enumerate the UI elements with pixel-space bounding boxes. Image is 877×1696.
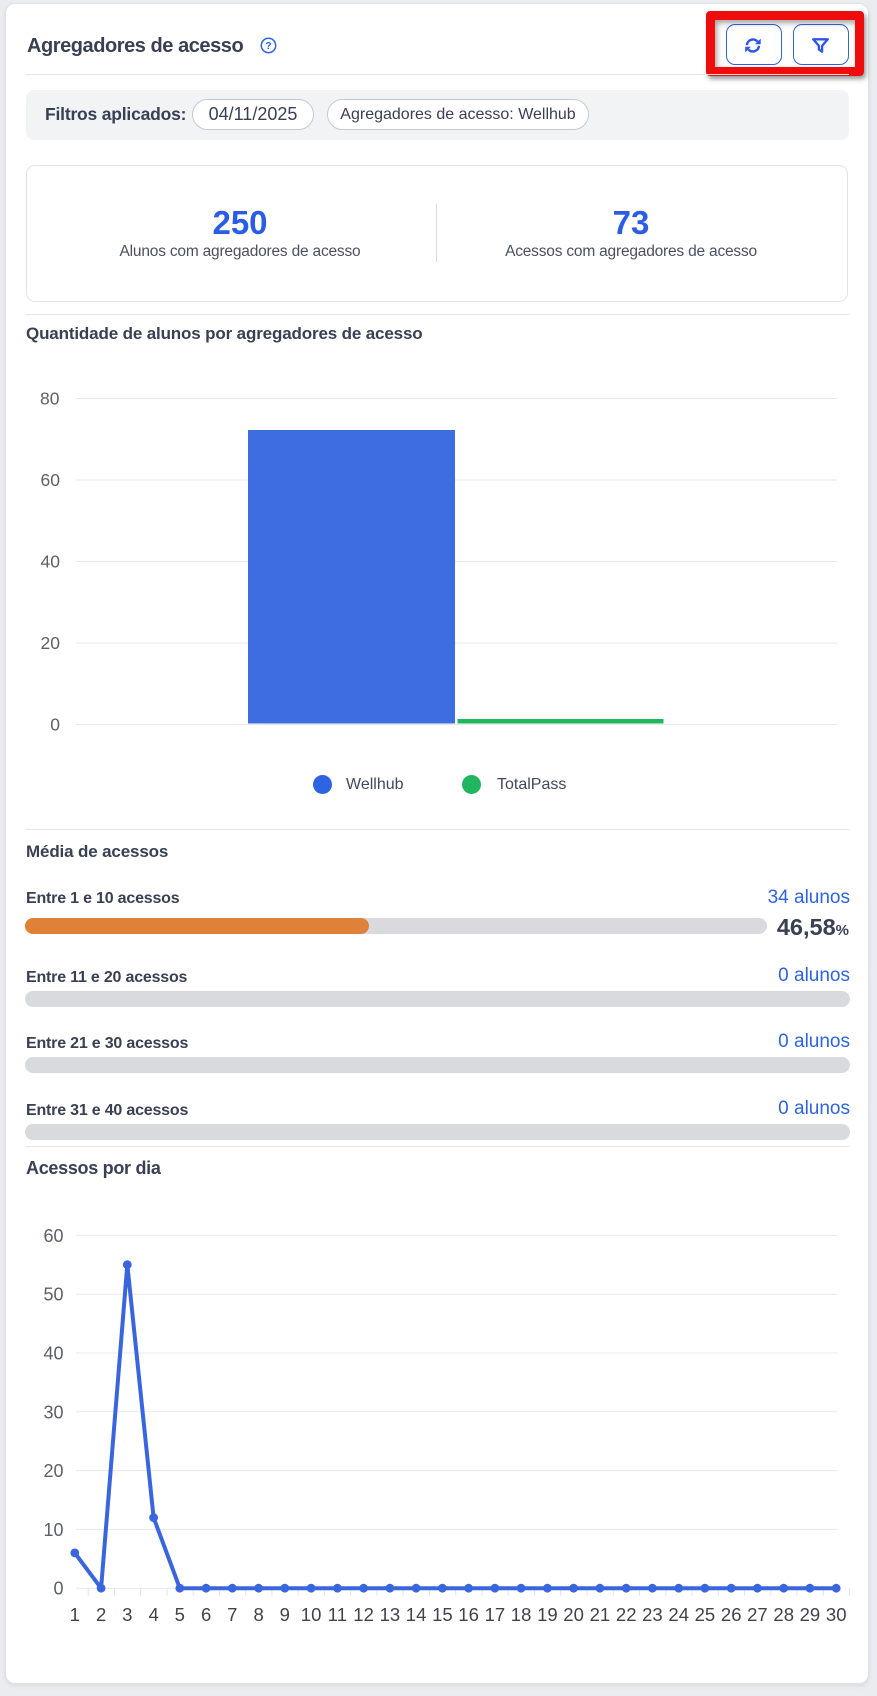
svg-text:27: 27 — [747, 1604, 768, 1625]
svg-text:24: 24 — [668, 1604, 689, 1625]
svg-text:2: 2 — [96, 1604, 106, 1625]
svg-text:80: 80 — [40, 389, 60, 409]
svg-text:12: 12 — [353, 1604, 374, 1625]
svg-text:26: 26 — [721, 1604, 742, 1625]
svg-text:21: 21 — [590, 1604, 611, 1625]
svg-text:16: 16 — [458, 1604, 479, 1625]
svg-text:17: 17 — [485, 1604, 506, 1625]
svg-text:19: 19 — [537, 1604, 558, 1625]
svg-text:20: 20 — [43, 1461, 63, 1481]
svg-text:3: 3 — [122, 1604, 132, 1625]
svg-text:8: 8 — [253, 1604, 263, 1625]
svg-text:23: 23 — [642, 1604, 663, 1625]
svg-text:50: 50 — [43, 1285, 63, 1305]
svg-text:28: 28 — [773, 1604, 794, 1625]
svg-text:10: 10 — [301, 1604, 322, 1625]
svg-text:18: 18 — [511, 1604, 532, 1625]
svg-text:0: 0 — [53, 1579, 63, 1599]
svg-text:6: 6 — [201, 1604, 211, 1625]
svg-text:30: 30 — [826, 1604, 847, 1625]
svg-text:14: 14 — [406, 1604, 427, 1625]
svg-text:29: 29 — [800, 1604, 821, 1625]
svg-text:9: 9 — [280, 1604, 290, 1625]
svg-text:20: 20 — [563, 1604, 584, 1625]
svg-text:60: 60 — [41, 470, 61, 490]
svg-text:22: 22 — [616, 1604, 637, 1625]
svg-text:4: 4 — [148, 1604, 158, 1625]
svg-text:5: 5 — [175, 1604, 185, 1625]
svg-text:?: ? — [265, 40, 271, 52]
svg-text:15: 15 — [432, 1604, 453, 1625]
svg-text:25: 25 — [695, 1604, 716, 1625]
svg-text:1: 1 — [70, 1604, 80, 1625]
svg-text:30: 30 — [43, 1402, 63, 1422]
svg-text:7: 7 — [227, 1604, 237, 1625]
svg-text:10: 10 — [43, 1520, 63, 1540]
svg-text:13: 13 — [380, 1604, 401, 1625]
svg-text:11: 11 — [328, 1604, 347, 1625]
svg-text:20: 20 — [41, 633, 61, 653]
svg-text:0: 0 — [50, 715, 60, 735]
svg-text:40: 40 — [43, 1344, 63, 1364]
svg-text:60: 60 — [43, 1226, 63, 1246]
svg-text:40: 40 — [41, 552, 61, 572]
